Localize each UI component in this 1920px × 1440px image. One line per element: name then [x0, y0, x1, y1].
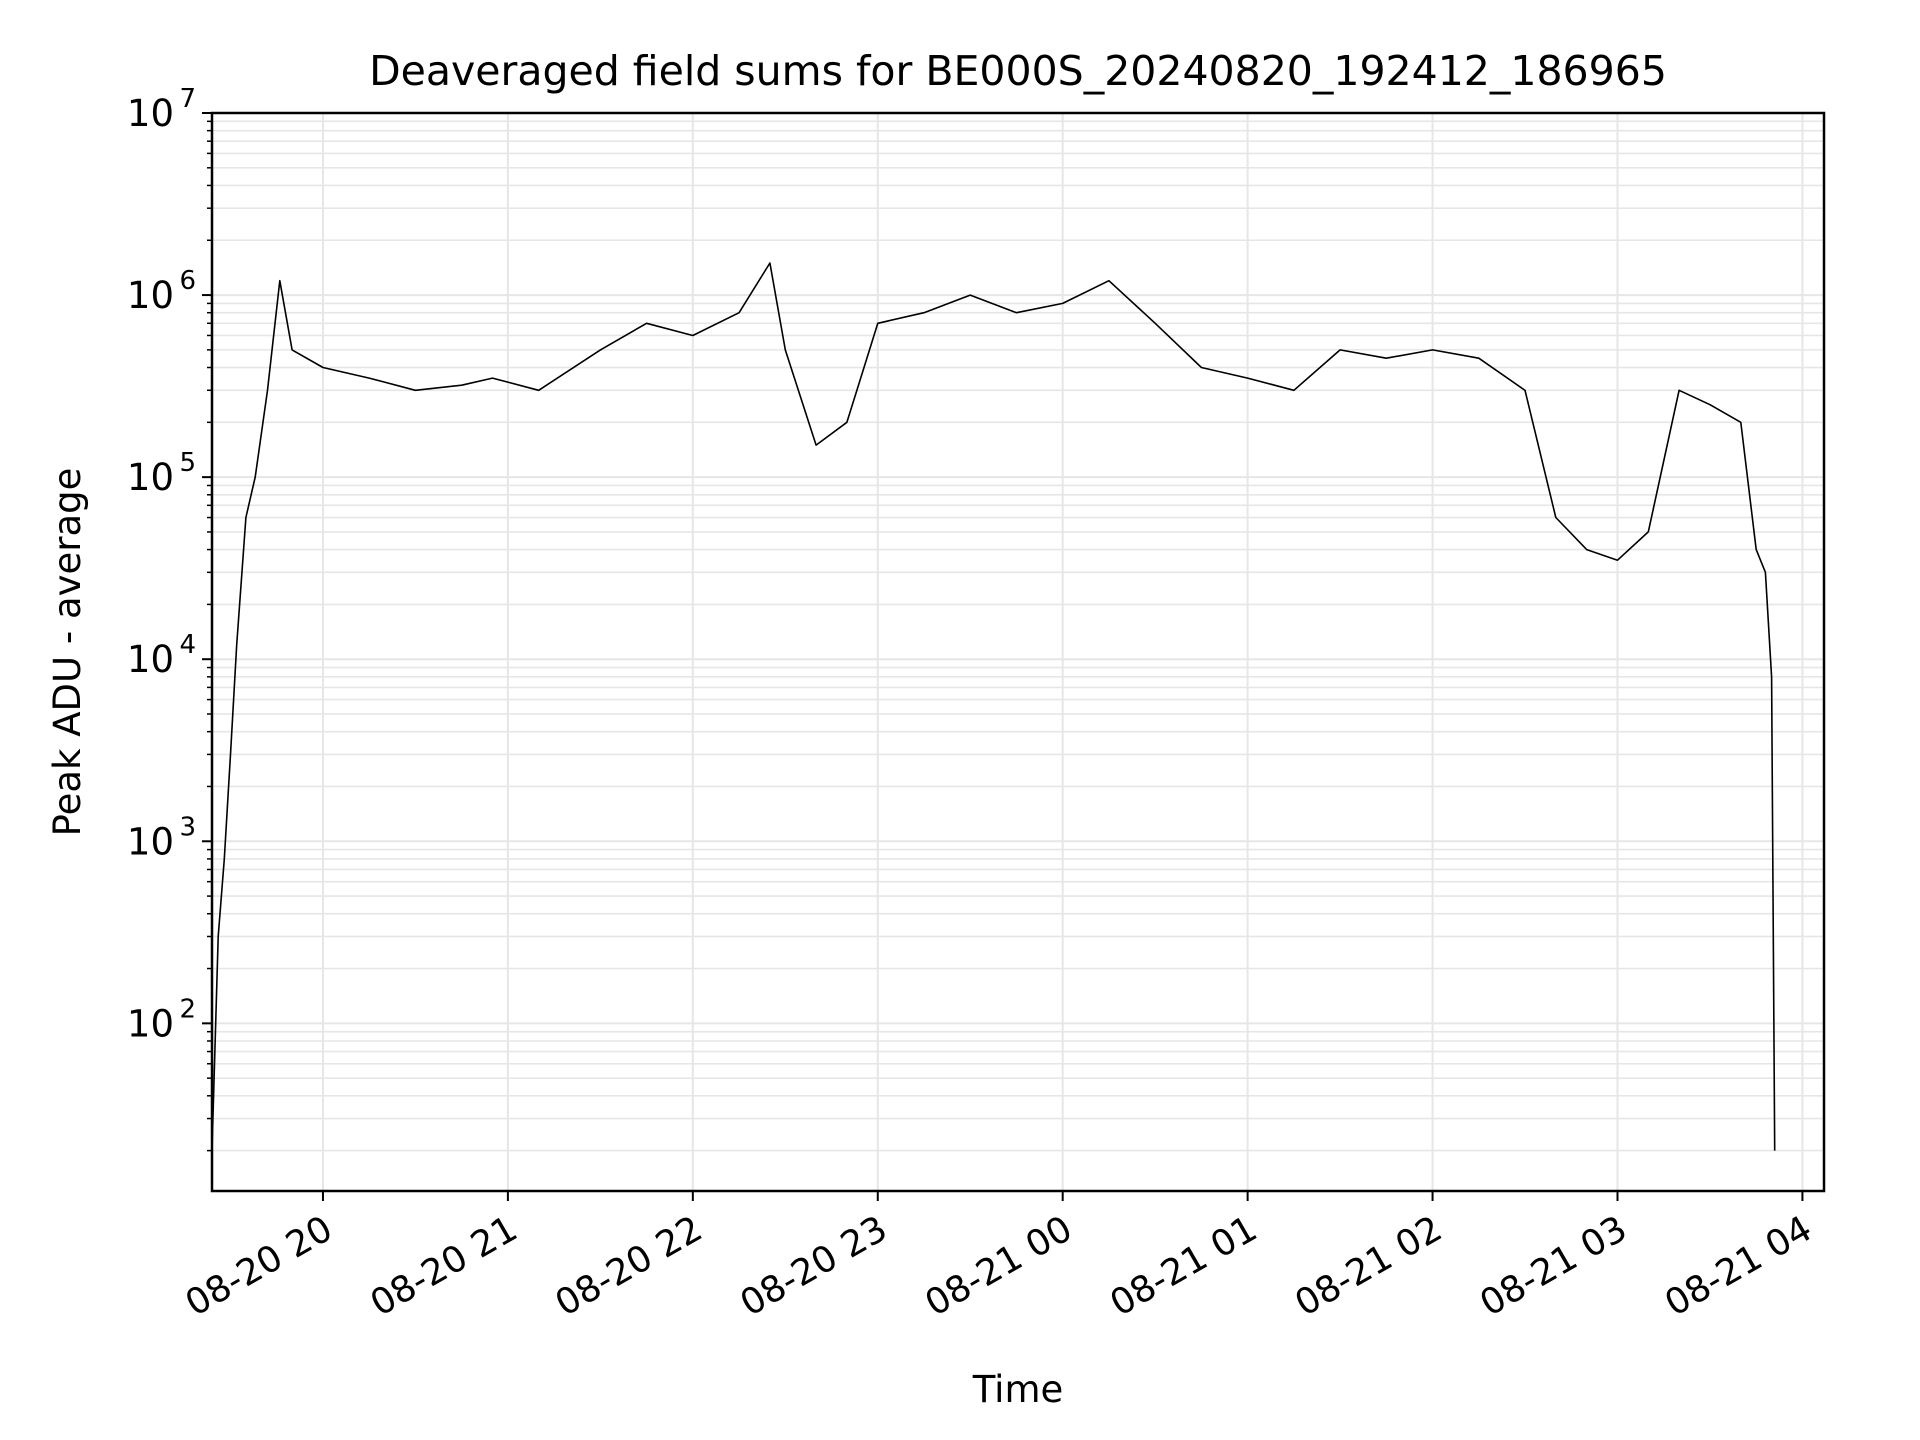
- y-tick-label-exponent: 6: [179, 266, 196, 296]
- x-tick-label: 08-20 20: [179, 1208, 340, 1324]
- y-tick-label: 10: [127, 1002, 174, 1045]
- series-line: [211, 262, 1776, 1151]
- y-tick-label: 10: [127, 92, 174, 135]
- x-axis-label: Time: [972, 1368, 1064, 1411]
- x-tick-label: 08-21 01: [1103, 1208, 1264, 1324]
- y-tick-label: 10: [127, 456, 174, 499]
- x-tick-label: 08-21 04: [1658, 1208, 1819, 1324]
- y-axis-label: Peak ADU - average: [46, 468, 89, 837]
- x-axis: 08-20 20 08-20 21 08-20 22 08-20 23 08-21 00…: [179, 1191, 1819, 1325]
- x-tick-label: 08-21 02: [1288, 1208, 1449, 1324]
- x-tick-label: 08-20 21: [364, 1208, 525, 1324]
- y-tick-label-exponent: 2: [179, 994, 196, 1024]
- y-tick-label-exponent: 3: [179, 812, 196, 842]
- y-tick-label-exponent: 4: [179, 630, 196, 660]
- grid-layer: [212, 112, 1824, 1191]
- chart-title: Deaveraged field sums for BE000S_2024082…: [369, 47, 1667, 95]
- data-layer: [211, 262, 1776, 1151]
- x-tick-label: 08-21 00: [919, 1208, 1080, 1324]
- y-tick-label: 10: [127, 638, 174, 681]
- plot-frame: [210, 111, 1826, 1193]
- x-tick-label: 08-20 22: [549, 1208, 710, 1324]
- y-tick-label: 10: [127, 820, 174, 863]
- x-tick-label: 08-21 03: [1473, 1208, 1634, 1324]
- y-tick-label: 10: [127, 274, 174, 317]
- y-tick-label-exponent: 7: [179, 84, 196, 114]
- y-tick-label-exponent: 5: [179, 448, 196, 478]
- x-tick-label: 08-20 23: [734, 1208, 895, 1324]
